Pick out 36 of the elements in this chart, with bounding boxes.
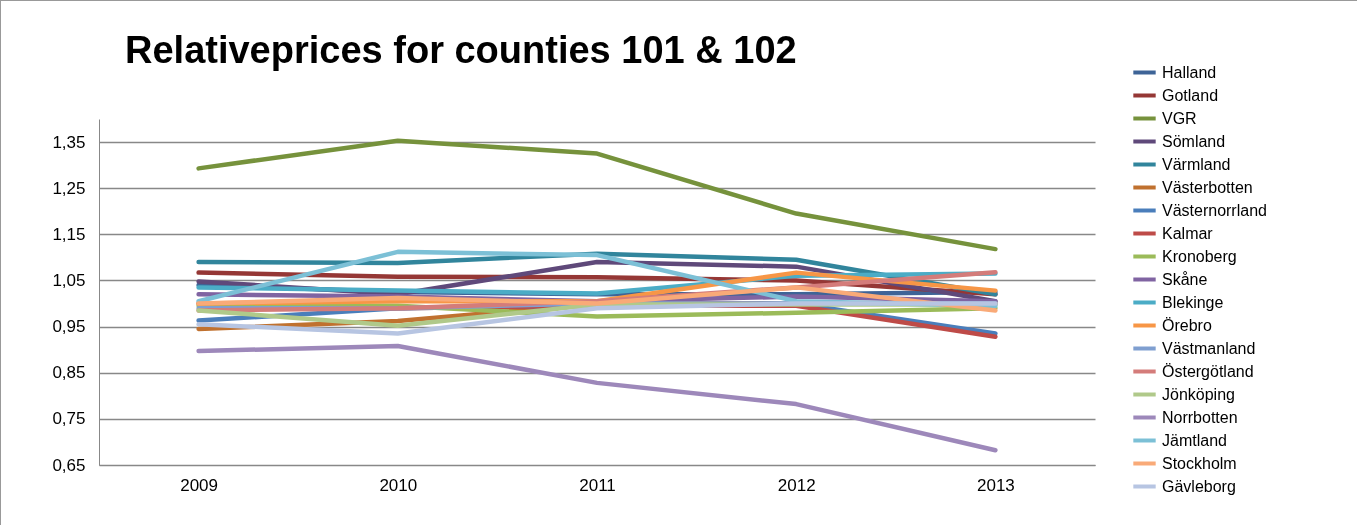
legend-label: VGR <box>1162 109 1197 127</box>
y-tick-label: 1,35 <box>52 132 86 152</box>
legend-label: Västmanland <box>1162 339 1256 357</box>
legend-label: Örebro <box>1162 316 1212 334</box>
legend-label: Västernorrland <box>1162 201 1267 219</box>
legend-label: Kronoberg <box>1162 247 1237 265</box>
y-tick-label: 0,65 <box>52 455 86 475</box>
legend-label: Kalmar <box>1162 224 1214 242</box>
legend-label: Värmland <box>1162 155 1231 173</box>
y-tick-label: 0,95 <box>52 317 86 337</box>
chart-title: Relativeprices for counties 101 & 102 <box>125 29 797 71</box>
legend-label: Norrbotten <box>1162 408 1238 426</box>
x-tick-label: 2009 <box>180 475 219 495</box>
y-tick-label: 0,75 <box>52 409 86 429</box>
y-tick-label: 1,05 <box>52 270 86 290</box>
legend-label: Halland <box>1162 63 1217 81</box>
legend-label: Blekinge <box>1162 293 1224 311</box>
legend-label: Skåne <box>1162 270 1208 288</box>
x-tick-label: 2011 <box>579 475 616 495</box>
legend-label: Jämtland <box>1162 431 1227 449</box>
legend-label: Gotland <box>1162 86 1219 104</box>
legend-label: Jönköping <box>1162 385 1235 403</box>
legend-label: Östergötland <box>1162 362 1254 380</box>
x-tick-label: 2013 <box>976 475 1015 495</box>
line-series <box>196 285 998 313</box>
x-tick-label: 2012 <box>777 475 816 495</box>
line-series <box>196 343 998 453</box>
y-tick-label: 0,85 <box>52 363 86 383</box>
y-tick-label: 1,25 <box>52 178 86 198</box>
legend-label: Gävleborg <box>1162 477 1236 495</box>
line-series <box>196 138 998 252</box>
legend-label: Västerbotten <box>1162 178 1253 196</box>
x-tick-label: 2010 <box>379 475 418 495</box>
y-tick-label: 1,15 <box>52 224 86 244</box>
legend-label: Sömland <box>1162 132 1226 150</box>
legend-label: Stockholm <box>1162 454 1237 472</box>
